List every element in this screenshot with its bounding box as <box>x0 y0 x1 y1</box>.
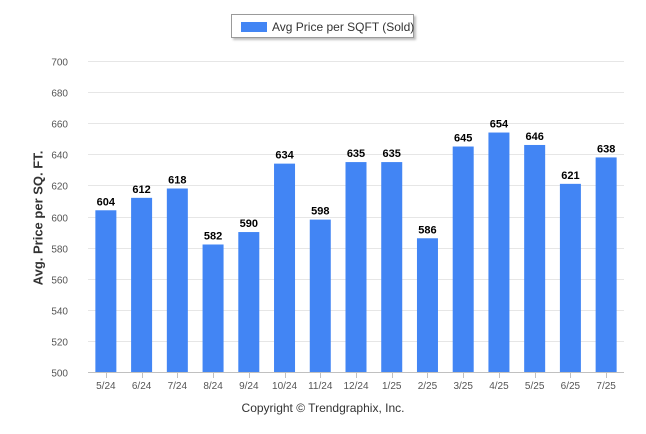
data-label: 645 <box>454 133 472 145</box>
data-label: 638 <box>597 143 615 155</box>
data-label: 635 <box>347 148 365 160</box>
x-tick-label: 11/24 <box>308 381 333 392</box>
x-tick-label: 6/25 <box>561 381 581 392</box>
data-label: 586 <box>418 224 436 236</box>
data-label: 635 <box>383 148 401 160</box>
bar <box>381 162 403 372</box>
copyright-text: Copyright © Trendgraphix, Inc. <box>241 401 405 415</box>
data-label: 646 <box>525 131 543 143</box>
bar <box>488 132 510 372</box>
legend[interactable]: Avg Price per SQFT (Sold) <box>231 14 414 38</box>
x-tick-label: 7/24 <box>168 381 188 392</box>
bar <box>238 232 260 372</box>
y-tick-label: 540 <box>51 307 68 318</box>
y-tick-label: 660 <box>51 120 68 131</box>
x-tick-label: 2/25 <box>418 381 438 392</box>
legend-swatch <box>241 22 267 32</box>
x-tick-label: 10/24 <box>272 381 297 392</box>
y-tick-label: 580 <box>51 245 68 256</box>
x-tick-label: 8/24 <box>203 381 223 392</box>
bar <box>524 144 546 372</box>
bar <box>452 146 474 372</box>
bar <box>559 183 581 372</box>
legend-label: Avg Price per SQFT (Sold) <box>272 20 415 34</box>
x-tick-label: 6/24 <box>132 381 152 392</box>
bar <box>274 163 296 372</box>
y-tick-label: 600 <box>51 214 68 225</box>
x-tick-label: 5/24 <box>96 381 116 392</box>
data-label: 612 <box>132 184 150 196</box>
bar <box>595 157 617 372</box>
data-label: 654 <box>490 119 509 131</box>
y-tick-label: 560 <box>51 276 68 287</box>
y-tick-label: 500 <box>51 369 68 380</box>
data-label: 604 <box>97 196 116 208</box>
data-label: 618 <box>168 175 186 187</box>
y-axis-title: Avg. Price per SQ. FT. <box>30 150 46 286</box>
x-tick-label: 9/24 <box>239 381 259 392</box>
x-tick-label: 12/24 <box>343 381 368 392</box>
y-tick-label: 520 <box>51 338 68 349</box>
data-label: 598 <box>311 206 329 218</box>
data-label: 634 <box>275 150 294 162</box>
data-label: 582 <box>204 230 222 242</box>
data-label: 621 <box>561 170 579 182</box>
data-label: 590 <box>240 218 258 230</box>
x-tick-label: 4/25 <box>489 381 509 392</box>
bar <box>131 197 153 372</box>
y-tick-label: 640 <box>51 151 68 162</box>
bar <box>202 244 224 372</box>
bar <box>416 238 438 372</box>
x-tick-label: 7/25 <box>596 381 616 392</box>
bar <box>345 162 367 372</box>
bar <box>166 188 188 372</box>
x-tick-label: 5/25 <box>525 381 545 392</box>
y-tick-label: 620 <box>51 182 68 193</box>
bar <box>95 210 117 372</box>
x-tick-label: 1/25 <box>382 381 402 392</box>
y-tick-label: 700 <box>51 58 68 69</box>
y-tick-label: 680 <box>51 89 68 100</box>
bar <box>309 219 331 372</box>
x-tick-label: 3/25 <box>453 381 473 392</box>
